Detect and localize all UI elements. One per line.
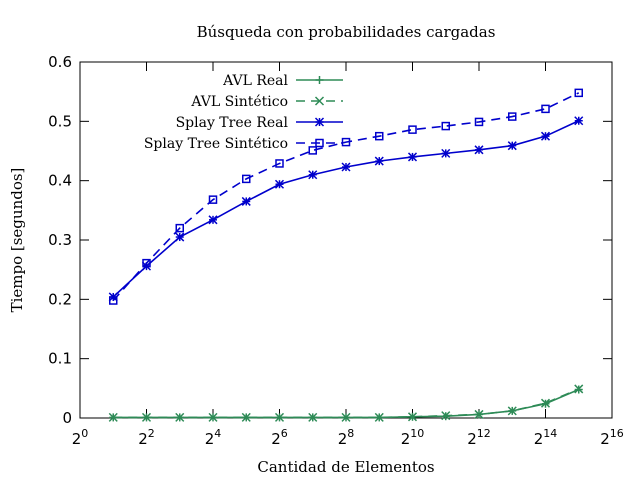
y-tick-label: 0 [62, 409, 72, 427]
data-point [241, 412, 251, 422]
series-layer [108, 88, 584, 422]
data-point [208, 195, 218, 204]
y-tick-label: 0.3 [48, 231, 72, 249]
data-point [574, 384, 584, 394]
data-point [274, 412, 285, 422]
data-point [474, 117, 484, 127]
x-tick-label: 210 [401, 427, 425, 448]
x-tick-label: 20 [72, 427, 89, 448]
data-point [308, 146, 317, 155]
data-point [407, 412, 418, 422]
data-point [574, 88, 583, 98]
legend-marker [315, 138, 324, 148]
data-point [508, 112, 517, 121]
data-point [175, 223, 184, 233]
data-point [341, 162, 351, 172]
data-point [374, 156, 384, 166]
data-point [507, 141, 517, 151]
x-tick-label: 212 [467, 427, 491, 448]
data-point [540, 398, 551, 408]
series-2 [108, 116, 584, 302]
x-tick-label: 22 [138, 427, 155, 448]
data-point [208, 412, 218, 422]
data-point [308, 170, 318, 180]
x-axis: 20 22 24 26 28 210 212 214 216 [72, 62, 624, 448]
data-point [175, 232, 185, 242]
data-point [408, 125, 417, 134]
legend-label: Splay Tree Sintético [144, 136, 288, 152]
plot-frame [79, 61, 613, 419]
y-tick-label: 0.5 [48, 112, 72, 130]
data-point [242, 174, 251, 184]
data-point [308, 412, 318, 422]
y-axis: 0 0.1 0.2 0.3 0.4 0.5 0.6 [48, 53, 612, 427]
data-point [108, 412, 118, 422]
legend-marker [314, 117, 325, 127]
x-tick-label: 28 [338, 427, 355, 448]
data-point [175, 412, 185, 422]
data-point [341, 137, 351, 147]
series-line [112, 92, 580, 302]
data-point [441, 148, 451, 158]
data-point [274, 179, 285, 189]
y-tick-label: 0.6 [48, 53, 72, 71]
x-tick-label: 214 [534, 427, 558, 448]
y-tick-label: 0.1 [48, 350, 72, 368]
data-point [474, 145, 484, 155]
data-point [375, 131, 384, 141]
legend-label: AVL Real [222, 73, 288, 89]
data-point [507, 406, 517, 416]
legend-marker [315, 76, 324, 84]
y-axis-label: Tiempo [segundos] [8, 168, 26, 313]
data-point [540, 131, 551, 141]
data-point [407, 152, 418, 162]
data-point [109, 296, 118, 305]
data-point [474, 409, 484, 419]
data-point [275, 159, 284, 168]
x-axis-label: Cantidad de Elementos [257, 458, 434, 476]
legend-label: AVL Sintético [190, 94, 288, 110]
data-point [341, 412, 351, 422]
series-1 [108, 384, 584, 422]
x-tick-label: 26 [271, 427, 288, 448]
data-point [574, 116, 584, 126]
data-point [208, 215, 218, 225]
data-point [441, 411, 451, 421]
data-point [142, 258, 151, 268]
chart-title: Búsqueda con probabilidades cargadas [197, 23, 496, 41]
legend-marker [314, 96, 325, 106]
y-tick-label: 0.4 [48, 172, 72, 190]
x-tick-label: 24 [205, 427, 222, 448]
data-point [241, 196, 251, 206]
data-point [141, 412, 152, 422]
legend: AVL Real AVL Sintético Splay Tree Real Spla… [144, 73, 343, 152]
series-3 [109, 88, 583, 305]
data-point [541, 104, 550, 114]
data-point [441, 121, 450, 131]
y-tick-label: 0.2 [48, 290, 72, 308]
legend-label: Splay Tree Real [176, 115, 289, 131]
data-point [374, 412, 384, 422]
x-tick-label: 216 [600, 427, 624, 448]
